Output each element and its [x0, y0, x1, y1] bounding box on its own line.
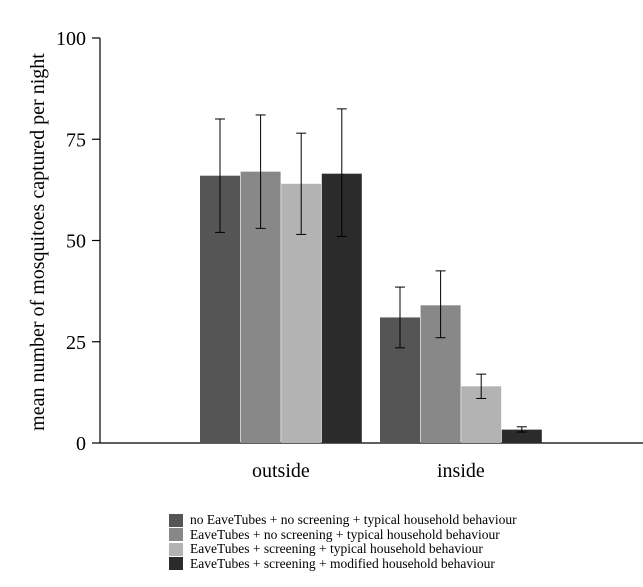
error-bars [215, 108, 527, 433]
x-category-label: outside [252, 460, 310, 482]
legend-swatch [169, 557, 183, 571]
legend-item: EaveTubes + screening + typical househol… [169, 542, 517, 557]
legend-swatch [169, 528, 183, 542]
x-category-label: inside [437, 460, 485, 482]
legend-swatch [169, 513, 183, 527]
legend-item: EaveTubes + no screening + typical house… [169, 526, 517, 543]
y-tick-label: 25 [66, 332, 86, 354]
legend: no EaveTubes + no screening + typical ho… [169, 513, 517, 571]
y-axis: 0 25 50 75 100 [56, 28, 101, 455]
y-tick-label: 75 [66, 129, 86, 151]
legend-item: no EaveTubes + no screening + typical ho… [169, 513, 517, 528]
legend-label: EaveTubes + screening + typical househol… [190, 541, 483, 557]
legend-label: EaveTubes + no screening + typical house… [190, 526, 500, 542]
y-tick-label: 0 [76, 433, 86, 455]
bars [200, 171, 542, 444]
legend-label: EaveTubes + screening + modified househo… [190, 555, 495, 571]
bar [501, 429, 542, 443]
legend-label: no EaveTubes + no screening + typical ho… [190, 512, 517, 528]
y-axis-label: mean number of mosquitoes captured per n… [27, 53, 49, 431]
bar-chart: 0 25 50 75 100 outside inside mean number of … [27, 28, 643, 482]
y-tick-label: 50 [66, 231, 86, 253]
legend-swatch [169, 542, 183, 556]
y-tick-label: 100 [56, 28, 86, 50]
x-axis: outside inside [100, 442, 643, 482]
legend-item: EaveTubes + screening + modified househo… [169, 555, 517, 572]
